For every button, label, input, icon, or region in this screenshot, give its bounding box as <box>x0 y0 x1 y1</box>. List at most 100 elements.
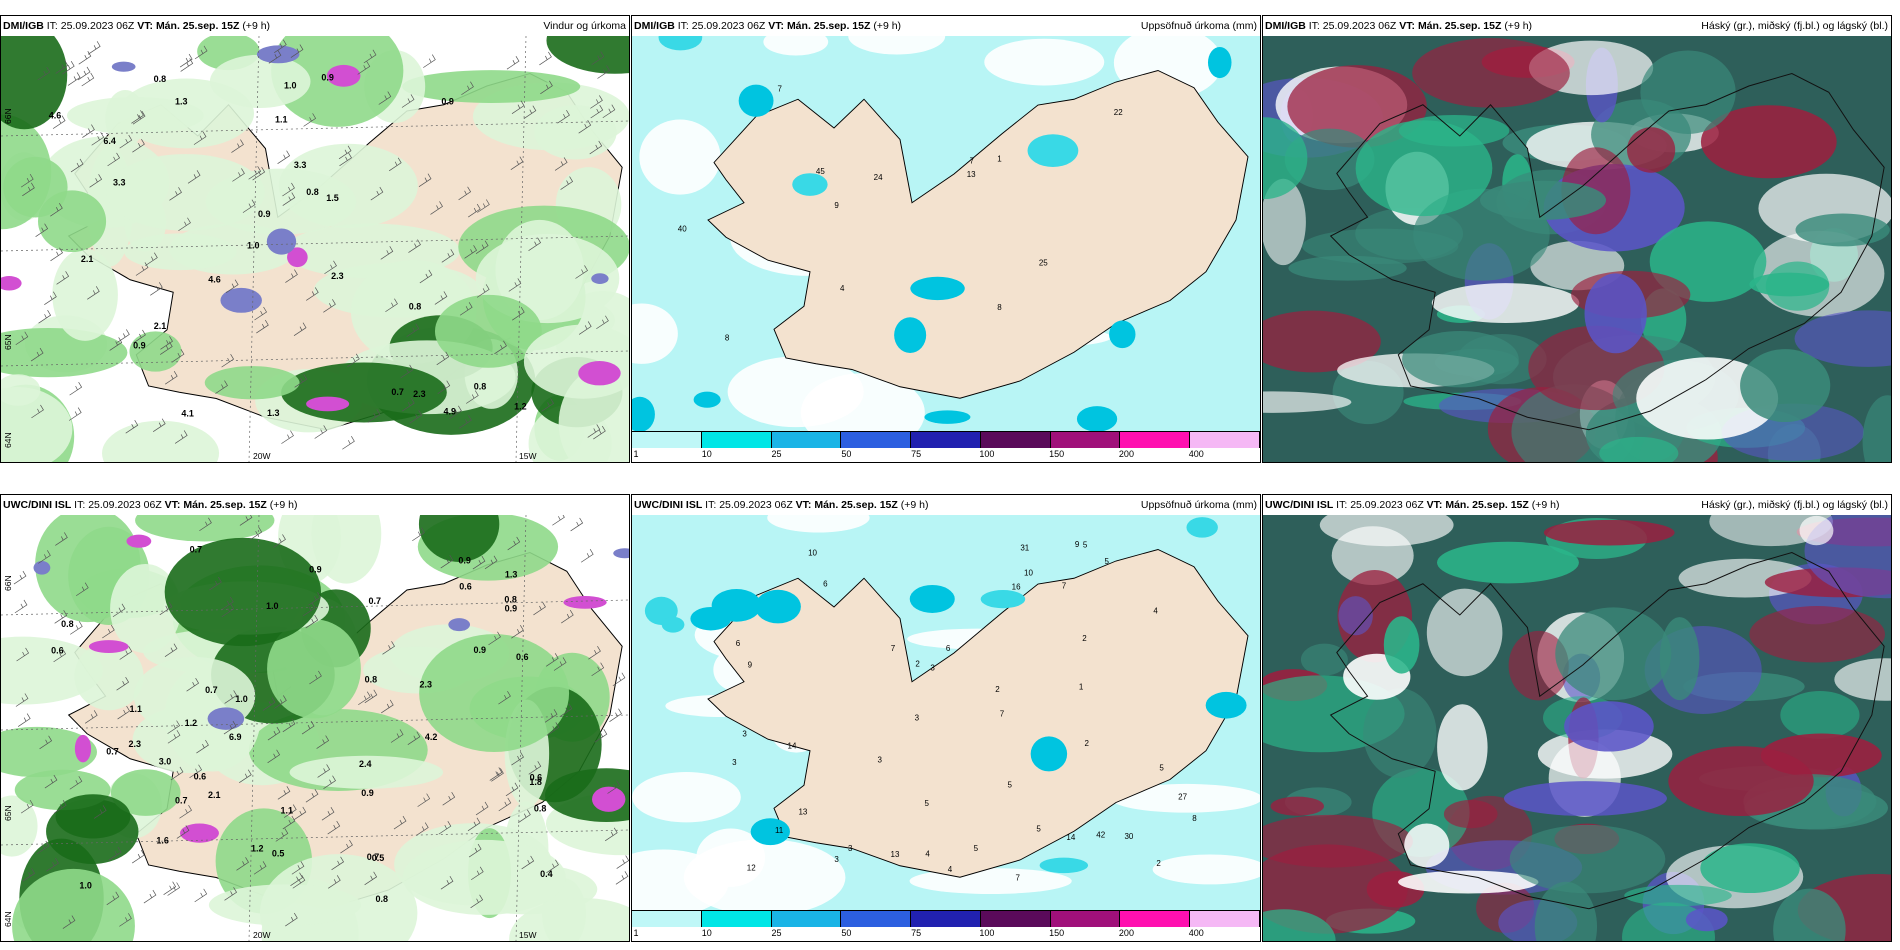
wind-barb <box>302 602 316 617</box>
precip-cell <box>1186 517 1218 538</box>
wind-barb <box>575 265 588 279</box>
colorbar-swatch <box>701 911 772 927</box>
wind-barb <box>308 592 321 606</box>
panel-header: UWC/DINI ISL IT: 25.09.2023 06Z VT: Mán.… <box>1 495 629 515</box>
contour-value-label: 2 <box>995 685 1000 694</box>
wind-barb <box>327 820 341 835</box>
contour-value-label: 4 <box>925 849 930 858</box>
wind-barb <box>50 203 63 217</box>
wind-barb <box>602 104 616 119</box>
wind-barb <box>44 774 58 789</box>
wind-barb <box>434 291 448 305</box>
precip-cell <box>74 734 92 763</box>
wind-barb <box>54 610 68 624</box>
precip-map: 3771016141311122731145365453273521934536… <box>632 515 1260 911</box>
wind-barb <box>163 881 177 896</box>
wind-barb <box>324 260 337 275</box>
lon-label-20w: 20W <box>253 930 271 940</box>
wind-barb <box>533 601 546 616</box>
wind-barb <box>282 718 296 733</box>
wind-barb <box>143 889 157 904</box>
precip-cell <box>894 317 927 353</box>
colorbar-tick-label: 25 <box>771 928 782 938</box>
contour-value-label: 8 <box>997 303 1002 312</box>
wind-barb <box>554 157 568 171</box>
contour-value-label: 40 <box>678 224 687 233</box>
wind-speed-shading <box>418 515 500 562</box>
wind-speed-shading <box>106 154 265 231</box>
cloud-layer-shading <box>1355 120 1493 217</box>
contour-value-label: 2.1 <box>208 790 221 800</box>
colorbar-swatch <box>980 911 1051 927</box>
wind-barb <box>274 695 287 709</box>
precip-colorbar: 1 10 25 50 75 100 150 200 400 <box>632 431 1260 462</box>
wind-barb <box>62 915 76 929</box>
wind-barb <box>171 348 185 363</box>
wind-barb <box>441 249 455 263</box>
precip-cell <box>1207 46 1232 79</box>
wind-barb <box>82 124 95 138</box>
wind-speed-shading <box>204 366 300 400</box>
contour-value-label: 2.3 <box>420 679 433 689</box>
colorbar-tick-label: 10 <box>701 449 712 459</box>
contour-value-label: 2.4 <box>359 759 372 769</box>
contour-value-label: 1.3 <box>505 569 518 579</box>
contour-value-label: 4.2 <box>425 732 438 742</box>
cloud-layer-shading <box>1338 596 1373 636</box>
wind-barb <box>401 94 415 108</box>
wind-barb <box>242 199 256 213</box>
wind-barb <box>285 269 298 283</box>
wind-barb <box>282 815 296 830</box>
contour-value-label: 0.8 <box>534 804 547 814</box>
wind-barb <box>412 527 425 542</box>
cloud-layer-shading <box>1564 701 1654 752</box>
wind-barb <box>370 186 384 201</box>
contour-value-label: 13 <box>891 850 900 859</box>
wind-barb <box>282 192 296 206</box>
wind-barb <box>364 689 378 704</box>
wind-barb <box>50 247 63 262</box>
panel-header: UWC/DINI ISL IT: 25.09.2023 06Z VT: Mán.… <box>632 495 1260 515</box>
wind-barb <box>561 609 574 624</box>
contour-value-label: 5 <box>1159 763 1164 772</box>
contour-value-label: 14 <box>1066 833 1075 842</box>
wind-barb <box>179 53 193 68</box>
wind-barb <box>273 534 286 548</box>
wind-barb <box>407 731 421 746</box>
cloud-layer-shading <box>1700 105 1837 179</box>
wind-barb <box>380 246 394 260</box>
wind-barb <box>70 621 83 635</box>
lat-label-64n: 64N <box>3 911 13 927</box>
cloud-layer-shading <box>1263 117 1308 200</box>
wind-barb <box>472 555 486 570</box>
wind-barb <box>87 41 101 55</box>
iceland-landmass <box>707 70 1249 399</box>
wind-map: 0.9 0.7 2.3 2.1 1.3 0.8 1.3 0.9 2.1 1.5 1.1 1.2 0.9 0… <box>1 36 629 462</box>
contour-value-label: 0.6 <box>530 772 543 782</box>
wind-speed-shading <box>434 294 542 368</box>
contour-value-label: 5 <box>974 844 979 853</box>
wind-barb <box>37 66 51 81</box>
wind-barb <box>521 855 535 870</box>
wind-barb <box>189 764 203 779</box>
colorbar-tick-label: 100 <box>979 449 995 459</box>
panel-precip-dmi: DMI/IGB IT: 25.09.2023 06Z VT: Mán. 25.s… <box>631 15 1261 463</box>
wind-barb <box>511 751 524 766</box>
wind-barb <box>459 414 472 429</box>
contour-value-label: 0.6 <box>459 581 472 591</box>
wind-barb <box>132 110 146 125</box>
no-precip-area <box>632 303 678 364</box>
contour-value-label: 5 <box>1105 557 1110 566</box>
contour-value-label: 16 <box>1012 583 1021 592</box>
contour-value-label: 5 <box>1083 541 1088 550</box>
panel-cloud-dmi: DMI/IGB IT: 25.09.2023 06Z VT: Mán. 25.s… <box>1262 15 1892 463</box>
wind-barb <box>314 425 328 439</box>
wind-barb <box>117 329 130 343</box>
precip-cell <box>448 618 471 632</box>
wind-barb <box>119 646 133 660</box>
wind-speed-shading <box>129 331 182 372</box>
wind-barb <box>84 710 98 724</box>
contour-value-label: 2 <box>1082 634 1087 643</box>
wind-barb <box>78 50 92 65</box>
contour-value-label: 9 <box>1075 540 1080 549</box>
